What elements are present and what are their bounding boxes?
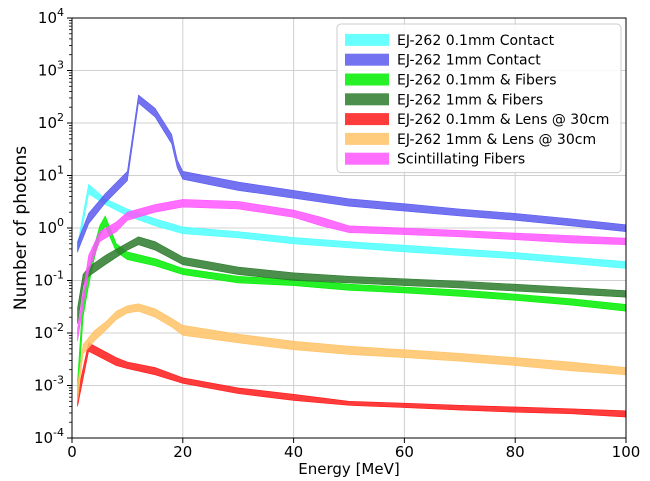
- legend-swatch: [345, 113, 389, 126]
- y-tick-base: 10: [34, 324, 53, 342]
- legend-swatch: [345, 33, 389, 46]
- y-tick-base: 10: [34, 272, 53, 290]
- legend-label: EJ-262 1mm & Lens @ 30cm: [397, 132, 596, 148]
- legend-label: Scintillating Fibers: [397, 152, 525, 168]
- y-tick-label: 103: [38, 59, 64, 80]
- y-tick-exponent: 1: [57, 164, 64, 177]
- x-tick-label: 100: [612, 443, 641, 461]
- legend-swatch: [345, 73, 389, 86]
- x-tick-label: 80: [506, 443, 525, 461]
- legend-label: EJ-262 1mm & Fibers: [397, 92, 543, 108]
- y-tick-exponent: 2: [57, 111, 64, 124]
- x-axis-ticks: 0 20 40 60 80 100: [67, 438, 640, 461]
- y-tick-label: 100: [38, 216, 64, 237]
- y-tick-label: 102: [38, 111, 64, 132]
- y-tick-exponent: -1: [53, 269, 64, 282]
- y-tick-exponent: -3: [53, 374, 64, 387]
- legend-swatch: [345, 93, 389, 106]
- y-tick-base: 10: [38, 9, 57, 27]
- y-tick-label: 10-2: [34, 321, 64, 342]
- y-tick-exponent: -2: [53, 321, 64, 334]
- y-tick-base: 10: [34, 377, 53, 395]
- y-tick-label: 10-4: [34, 426, 64, 447]
- y-tick-label: 104: [38, 6, 64, 27]
- x-tick-label: 40: [284, 443, 303, 461]
- y-tick-base: 10: [34, 429, 53, 447]
- legend-label: EJ-262 0.1mm Contact: [397, 33, 555, 49]
- y-tick-base: 10: [38, 167, 57, 185]
- legend-swatch: [345, 132, 389, 145]
- legend-label: EJ-262 0.1mm & Fibers: [397, 73, 557, 89]
- y-tick-exponent: 0: [57, 216, 64, 229]
- legend-box: [336, 23, 622, 174]
- x-tick-label: 60: [395, 443, 414, 461]
- x-axis-label: Energy [MeV]: [298, 460, 399, 478]
- legend-label: EJ-262 1mm Contact: [397, 53, 541, 69]
- legend-swatch: [345, 152, 389, 165]
- y-tick-label: 10-1: [34, 269, 64, 290]
- y-tick-exponent: 3: [57, 59, 64, 72]
- y-tick-exponent: 4: [57, 6, 64, 19]
- legend-label: EJ-262 0.1mm & Lens @ 30cm: [397, 112, 609, 128]
- y-tick-base: 10: [38, 114, 57, 132]
- x-tick-label: 20: [173, 443, 192, 461]
- y-tick-base: 10: [38, 62, 57, 80]
- series-band-6: [77, 303, 627, 402]
- legend-swatch: [345, 53, 389, 66]
- y-tick-label: 10-3: [34, 374, 64, 395]
- legend: EJ-262 0.1mm Contact EJ-262 1mm Contact EJ…: [336, 23, 622, 174]
- y-tick-label: 101: [38, 164, 64, 185]
- y-tick-exponent: -4: [53, 426, 64, 439]
- y-tick-base: 10: [38, 219, 57, 237]
- y-axis-label: Number of photons: [11, 146, 31, 310]
- x-tick-label: 0: [67, 443, 77, 461]
